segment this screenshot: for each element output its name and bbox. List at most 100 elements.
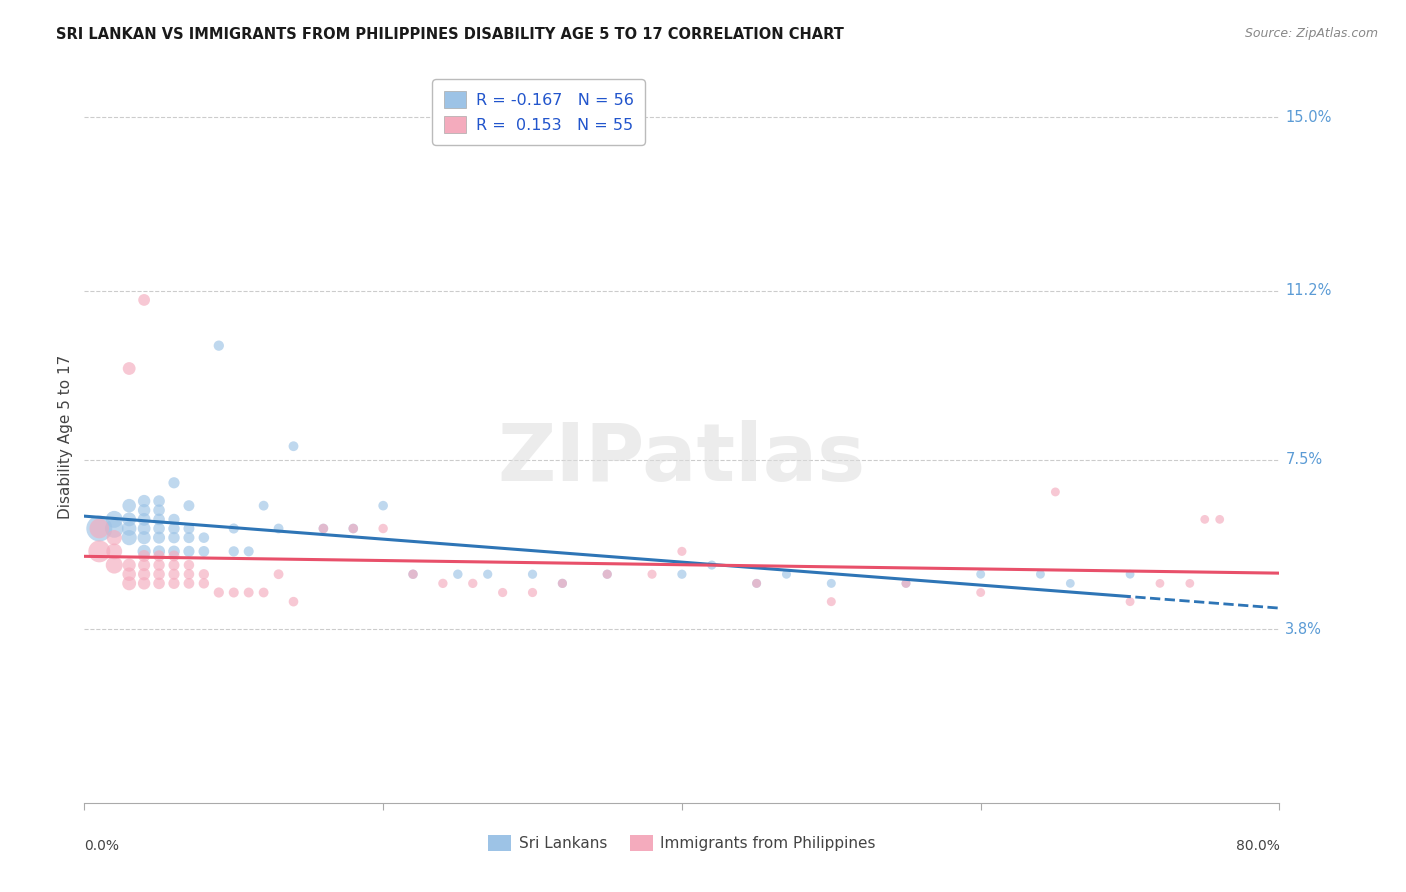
Point	[641, 567, 664, 582]
Point	[177, 544, 200, 558]
Point	[222, 544, 245, 558]
Point	[1045, 485, 1067, 500]
Point	[103, 544, 125, 558]
Point	[132, 567, 156, 582]
Point	[103, 521, 125, 535]
Point	[118, 521, 141, 535]
Text: 0.0%: 0.0%	[84, 839, 120, 854]
Point	[700, 558, 723, 573]
Point	[177, 558, 200, 573]
Point	[193, 544, 215, 558]
Point	[238, 544, 260, 558]
Text: 11.2%: 11.2%	[1285, 284, 1331, 298]
Point	[402, 567, 425, 582]
Point	[970, 567, 993, 582]
Point	[253, 499, 276, 513]
Point	[89, 544, 111, 558]
Point	[820, 576, 842, 591]
Point	[163, 531, 186, 545]
Point	[148, 521, 170, 535]
Point	[148, 494, 170, 508]
Point	[447, 567, 470, 582]
Point	[118, 576, 141, 591]
Point	[208, 338, 231, 352]
Point	[775, 567, 797, 582]
Text: 3.8%: 3.8%	[1285, 622, 1322, 637]
Point	[1119, 567, 1142, 582]
Point	[118, 361, 141, 376]
Point	[163, 549, 186, 563]
Point	[132, 549, 156, 563]
Point	[1209, 512, 1232, 526]
Point	[177, 531, 200, 545]
Point	[118, 567, 141, 582]
Point	[894, 576, 917, 591]
Text: ZIPatlas: ZIPatlas	[498, 420, 866, 498]
Point	[373, 499, 395, 513]
Point	[1149, 576, 1171, 591]
Point	[1119, 595, 1142, 609]
Point	[193, 531, 215, 545]
Point	[312, 521, 335, 535]
Point	[118, 499, 141, 513]
Point	[148, 558, 170, 573]
Point	[283, 595, 305, 609]
Point	[193, 567, 215, 582]
Point	[894, 576, 917, 591]
Point	[163, 512, 186, 526]
Point	[222, 585, 245, 599]
Point	[163, 558, 186, 573]
Point	[522, 567, 544, 582]
Point	[148, 576, 170, 591]
Point	[132, 531, 156, 545]
Point	[148, 531, 170, 545]
Point	[1059, 576, 1081, 591]
Point	[132, 503, 156, 517]
Text: Source: ZipAtlas.com: Source: ZipAtlas.com	[1244, 27, 1378, 40]
Point	[267, 567, 290, 582]
Point	[492, 585, 515, 599]
Point	[148, 549, 170, 563]
Point	[1194, 512, 1216, 526]
Point	[163, 567, 186, 582]
Point	[970, 585, 993, 599]
Point	[477, 567, 499, 582]
Point	[551, 576, 574, 591]
Point	[312, 521, 335, 535]
Point	[342, 521, 364, 535]
Point	[132, 494, 156, 508]
Point	[163, 475, 186, 490]
Point	[820, 595, 842, 609]
Point	[163, 521, 186, 535]
Point	[342, 521, 364, 535]
Text: 80.0%: 80.0%	[1236, 839, 1279, 854]
Point	[1029, 567, 1052, 582]
Point	[222, 521, 245, 535]
Legend: Sri Lankans, Immigrants from Philippines: Sri Lankans, Immigrants from Philippines	[482, 830, 882, 857]
Point	[373, 521, 395, 535]
Point	[148, 512, 170, 526]
Point	[103, 531, 125, 545]
Point	[193, 576, 215, 591]
Point	[177, 521, 200, 535]
Point	[132, 558, 156, 573]
Point	[148, 567, 170, 582]
Point	[132, 293, 156, 307]
Y-axis label: Disability Age 5 to 17: Disability Age 5 to 17	[58, 355, 73, 519]
Point	[745, 576, 768, 591]
Point	[89, 521, 111, 535]
Point	[671, 544, 693, 558]
Point	[402, 567, 425, 582]
Text: 15.0%: 15.0%	[1285, 110, 1331, 125]
Point	[208, 585, 231, 599]
Point	[1178, 576, 1201, 591]
Point	[596, 567, 619, 582]
Point	[132, 544, 156, 558]
Point	[89, 521, 111, 535]
Text: 7.5%: 7.5%	[1285, 452, 1323, 467]
Point	[432, 576, 454, 591]
Point	[163, 544, 186, 558]
Point	[461, 576, 484, 591]
Point	[118, 531, 141, 545]
Point	[671, 567, 693, 582]
